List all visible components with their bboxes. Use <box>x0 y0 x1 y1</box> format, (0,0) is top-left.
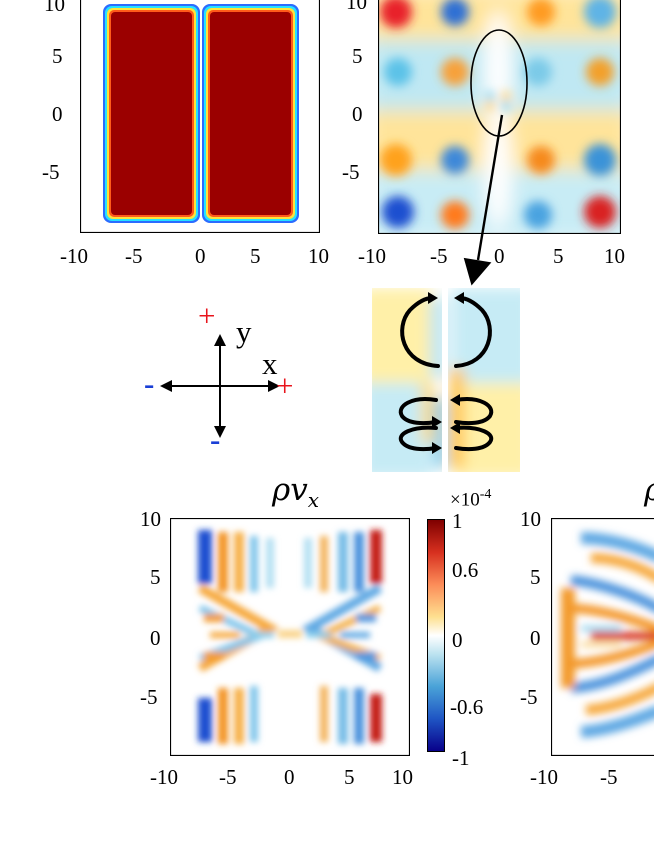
panel-b-ytick-0: 0 <box>352 102 363 126</box>
panel-d-ytick-0: 0 <box>530 626 541 650</box>
panel-b-plot <box>378 0 621 234</box>
panel-c-xtick-0: 0 <box>284 765 295 789</box>
panel-c-plot <box>170 518 410 756</box>
panel-b-ytick-5: 5 <box>352 44 363 68</box>
panel-a-ytick-0: 0 <box>52 102 63 126</box>
panel-c-title: ρvx <box>272 472 319 512</box>
colorbar-tick-neg-0-6: -0.6 <box>450 695 484 719</box>
colorbar-exponent-base: ×10 <box>450 489 480 511</box>
axes-plus-x: + <box>276 368 294 403</box>
zoom-inset-map <box>372 288 520 472</box>
panel-d-momentum-map <box>551 518 654 756</box>
panel-c-xtick-neg5: -5 <box>219 765 237 789</box>
panel-b-xtick-neg10: -10 <box>358 244 386 268</box>
panel-a-density-map <box>80 0 320 233</box>
panel-c-xtick-10: 10 <box>392 765 413 789</box>
panel-d-title: ρ <box>644 472 654 508</box>
panel-c-title-main: ρv <box>272 472 308 508</box>
panel-a-xtick-neg10: -10 <box>60 244 88 268</box>
panel-c-ytick-10: 10 <box>140 507 161 531</box>
panel-a-xtick-neg5: -5 <box>125 244 143 268</box>
axes-y-label: y <box>236 314 252 349</box>
panel-b-ytick-10: 10 <box>346 0 367 14</box>
panel-c-xtick-5: 5 <box>344 765 355 789</box>
panel-c-ytick-0: 0 <box>150 626 161 650</box>
panel-a-ytick-neg5: -5 <box>42 160 60 184</box>
panel-d-xtick-neg10: -10 <box>530 765 558 789</box>
panel-d-ytick-neg5: -5 <box>520 685 538 709</box>
panel-d-ytick-10: 10 <box>520 507 541 531</box>
panel-a-xtick-5: 5 <box>250 244 261 268</box>
panel-b-velocity-map <box>378 0 621 234</box>
zoom-inset <box>372 288 520 472</box>
panel-c-title-sub: x <box>307 488 320 513</box>
panel-b-ytick-neg5: -5 <box>342 160 360 184</box>
panel-c-ytick-neg5: -5 <box>140 685 158 709</box>
panel-a-ytick-5: 5 <box>52 44 63 68</box>
panel-a-xtick-10: 10 <box>308 244 329 268</box>
panel-b-xtick-0: 0 <box>494 244 505 268</box>
panel-c-xtick-neg10: -10 <box>150 765 178 789</box>
panel-d-plot <box>551 518 654 756</box>
colorbar-tick-0: 0 <box>452 628 463 652</box>
panel-b-xtick-10: 10 <box>604 244 625 268</box>
panel-c-momentum-map <box>170 518 410 756</box>
panel-b-xtick-5: 5 <box>553 244 564 268</box>
colorbar-exponent-power: -4 <box>479 487 492 502</box>
panel-d-xtick-neg5: -5 <box>600 765 618 789</box>
axes-icon <box>160 334 280 438</box>
panel-c-ytick-5: 5 <box>150 565 161 589</box>
colorbar <box>427 519 445 752</box>
left-slab <box>103 4 200 223</box>
colorbar-exponent: ×10-4 <box>450 487 492 511</box>
axes-plus-y: + <box>198 298 216 333</box>
axes-minus-x: - <box>144 366 155 401</box>
panel-b-xtick-neg5: -5 <box>430 244 448 268</box>
axes-minus-y: - <box>210 422 221 457</box>
right-slab <box>202 4 299 223</box>
colorbar-tick-neg-1: -1 <box>452 746 470 770</box>
panel-a-xtick-0: 0 <box>195 244 206 268</box>
axes-x-label: x <box>262 346 278 381</box>
panel-d-ytick-5: 5 <box>530 565 541 589</box>
panel-a-plot <box>80 0 320 233</box>
panel-a-ytick-10: 10 <box>44 0 65 16</box>
colorbar-tick-1: 1 <box>452 509 463 533</box>
colorbar-tick-0-6: 0.6 <box>452 558 479 582</box>
zoom-arrow <box>463 114 504 286</box>
